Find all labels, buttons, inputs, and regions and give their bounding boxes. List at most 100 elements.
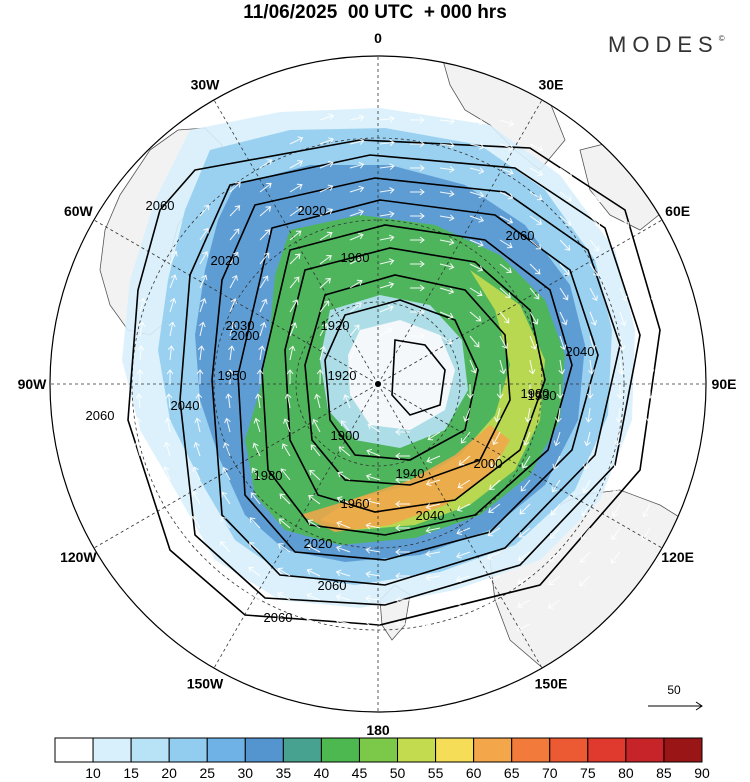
wind-arrow bbox=[529, 335, 538, 350]
wind-arrow bbox=[410, 140, 425, 148]
wind-arrow bbox=[410, 260, 425, 268]
wind-arrow bbox=[410, 332, 425, 340]
colorbar-box bbox=[54, 737, 94, 763]
wind-arrow bbox=[499, 167, 514, 176]
meridian-line bbox=[93, 383, 379, 549]
wind-arrow bbox=[469, 167, 485, 175]
contour-label: 1980 bbox=[521, 386, 550, 401]
wind-arrow bbox=[229, 321, 236, 337]
wind-arrow bbox=[259, 182, 272, 193]
wind-arrow bbox=[425, 621, 441, 629]
wind-vectors bbox=[134, 113, 658, 632]
reference-vector-arrowhead bbox=[695, 701, 703, 711]
wind-arrow bbox=[349, 209, 364, 217]
meridians bbox=[50, 56, 706, 712]
wind-arrow bbox=[367, 423, 381, 433]
wind-arrow bbox=[395, 524, 410, 532]
wind-arrow bbox=[253, 417, 261, 433]
longitude-label: 120E bbox=[661, 549, 694, 565]
logo-mark: © bbox=[718, 34, 725, 43]
longitude-label: 90E bbox=[712, 376, 737, 392]
wind-arrow bbox=[469, 143, 485, 150]
wind-arrow bbox=[335, 618, 351, 625]
colorbar-box bbox=[435, 737, 475, 763]
wind-arrow bbox=[224, 417, 231, 433]
wind-arrow bbox=[277, 592, 291, 601]
longitude-label: 30W bbox=[191, 76, 221, 92]
wind-arrow bbox=[499, 239, 513, 249]
contour-label: 1920 bbox=[321, 318, 350, 333]
wind-arrow bbox=[469, 215, 484, 223]
wind-arrow bbox=[439, 166, 455, 173]
contour-1960 bbox=[284, 247, 546, 513]
wind-arrow bbox=[499, 359, 507, 375]
wind-arrow bbox=[197, 345, 205, 361]
wind-arrow bbox=[410, 284, 425, 292]
wind-arrow bbox=[526, 383, 534, 399]
wind-arrow bbox=[528, 359, 536, 375]
contour-label-layer: 1900 1920 1920 1940 1960 1960 1980 1980 2000 2000… bbox=[86, 198, 595, 625]
wind-arrow bbox=[455, 575, 471, 583]
wind-arrow bbox=[589, 239, 600, 252]
wind-arrow bbox=[517, 575, 531, 585]
wind-arrow bbox=[349, 256, 364, 265]
wind-arrow bbox=[134, 441, 141, 457]
contour-1980 bbox=[261, 224, 573, 536]
reference-vector-value: 50 bbox=[667, 683, 681, 697]
wind-arrow bbox=[365, 546, 381, 554]
wind-arrow bbox=[259, 159, 273, 169]
colorbar: 10 15 20 25 30 35 40 45 50 55 60 65 70 75 80 85 90 50 bbox=[54, 737, 710, 781]
wind-arrow bbox=[469, 191, 485, 199]
wind-arrow bbox=[307, 519, 321, 529]
wind-arrow bbox=[529, 167, 544, 176]
wind-arrow bbox=[469, 359, 478, 374]
wind-arrow bbox=[439, 311, 454, 320]
wind-arrow bbox=[490, 455, 501, 468]
wind-arrow bbox=[410, 188, 425, 196]
wind-arrow bbox=[549, 527, 561, 539]
longitude-label: 60W bbox=[64, 203, 94, 219]
wind-arrow bbox=[196, 369, 204, 385]
wind-arrow bbox=[521, 455, 531, 469]
wind-arrow bbox=[286, 369, 294, 385]
wind-arrow bbox=[456, 527, 471, 536]
wind-arrow bbox=[559, 239, 571, 251]
contour-1920 bbox=[324, 299, 479, 461]
wind-arrow bbox=[251, 467, 261, 481]
wind-arrow bbox=[199, 321, 206, 337]
wind-arrow bbox=[529, 143, 544, 152]
wind-arrow bbox=[439, 141, 455, 149]
wind-arrow bbox=[365, 498, 381, 505]
wind-arrow bbox=[410, 116, 425, 124]
wind-arrow bbox=[643, 479, 651, 494]
wind-arrow bbox=[284, 393, 292, 409]
wind-arrow bbox=[379, 210, 395, 218]
wind-arrow bbox=[559, 191, 572, 202]
wind-arrow bbox=[338, 446, 351, 457]
wind-arrow bbox=[439, 335, 453, 345]
wind-arrow bbox=[312, 418, 321, 433]
wind-arrow bbox=[199, 227, 209, 241]
wind-arrow bbox=[559, 215, 572, 226]
wind-arrow bbox=[555, 407, 562, 423]
wind-arrow bbox=[547, 599, 561, 609]
wind-arrow bbox=[280, 468, 291, 481]
wind-arrow bbox=[456, 551, 471, 559]
wind-arrow bbox=[499, 263, 512, 273]
wind-arrow bbox=[559, 335, 567, 351]
wind-arrow bbox=[319, 322, 328, 337]
wind-arrow bbox=[259, 229, 271, 241]
wind-arrow bbox=[529, 263, 541, 275]
wind-arrow bbox=[469, 335, 480, 348]
wind-arrow bbox=[619, 239, 629, 253]
wind-arrow bbox=[619, 215, 630, 228]
wind-arrow bbox=[165, 393, 173, 409]
contour-label: 2040 bbox=[171, 398, 200, 413]
wind-arrow bbox=[456, 503, 471, 512]
wind-arrow bbox=[559, 263, 570, 276]
wind-arrow bbox=[583, 455, 591, 470]
wind-arrow bbox=[319, 300, 330, 313]
wind-arrow bbox=[306, 568, 321, 577]
wind-arrow bbox=[349, 138, 365, 145]
wind-arrow bbox=[548, 551, 561, 562]
